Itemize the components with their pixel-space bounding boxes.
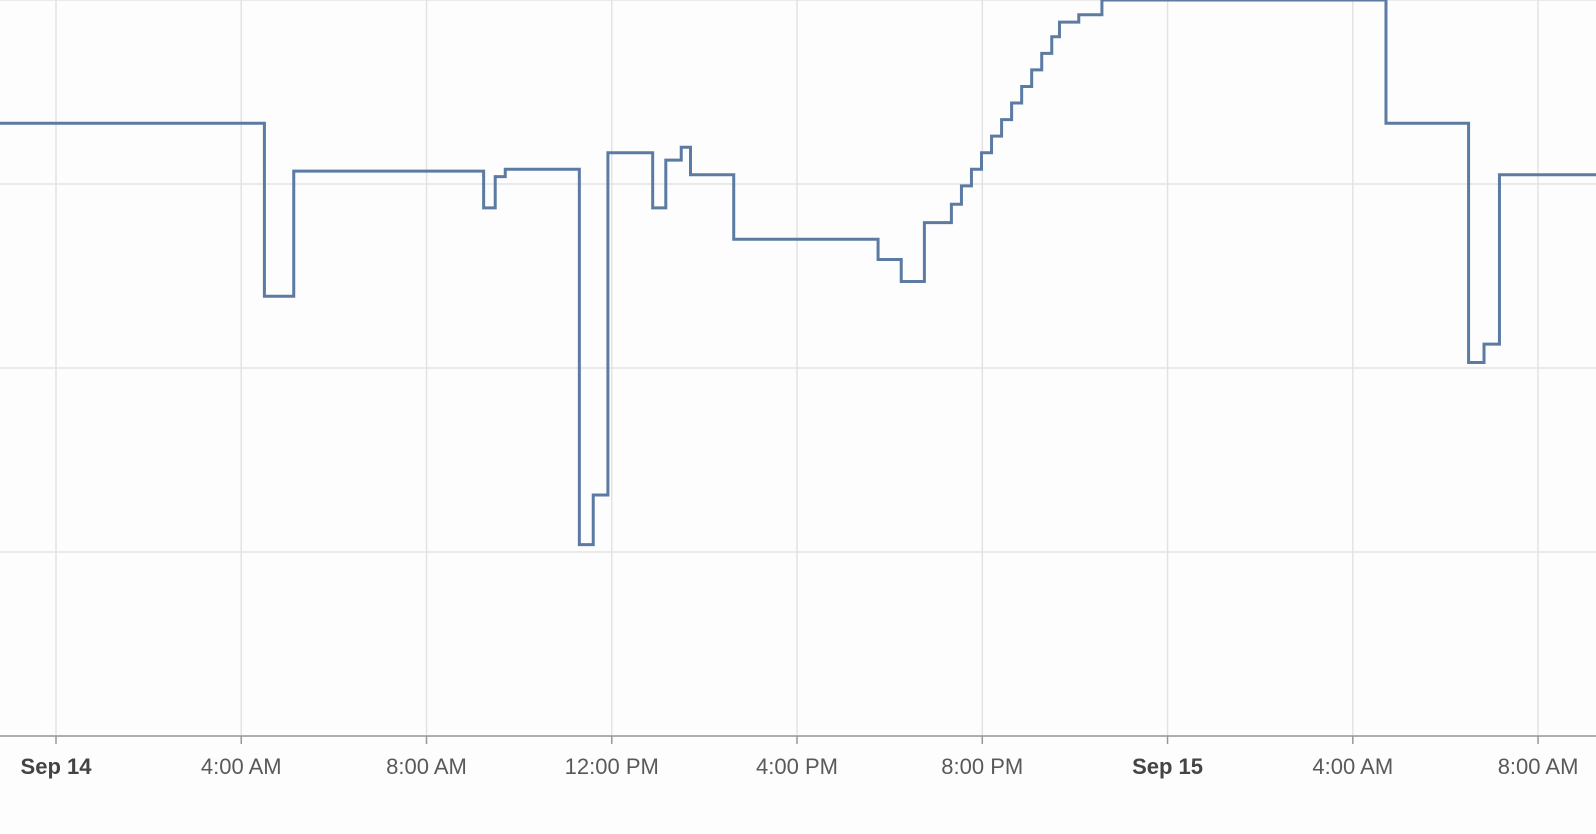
x-tick-label: 8:00 AM xyxy=(1498,754,1579,779)
x-tick-label: 4:00 AM xyxy=(201,754,282,779)
x-tick-label: Sep 14 xyxy=(21,754,93,779)
x-tick-label: 12:00 PM xyxy=(565,754,659,779)
x-tick-label: 8:00 AM xyxy=(386,754,467,779)
x-tick-label: 8:00 PM xyxy=(941,754,1023,779)
x-tick-label: Sep 15 xyxy=(1132,754,1203,779)
step-line-chart: Sep 14 4:00 AM 8:00 AM 12:00 PM 4:00 PM 8:00 … xyxy=(0,0,1596,834)
x-tick-label: 4:00 AM xyxy=(1312,754,1393,779)
x-tick-label: 4:00 PM xyxy=(756,754,838,779)
chart-svg: Sep 14 4:00 AM 8:00 AM 12:00 PM 4:00 PM 8:00 … xyxy=(0,0,1596,834)
